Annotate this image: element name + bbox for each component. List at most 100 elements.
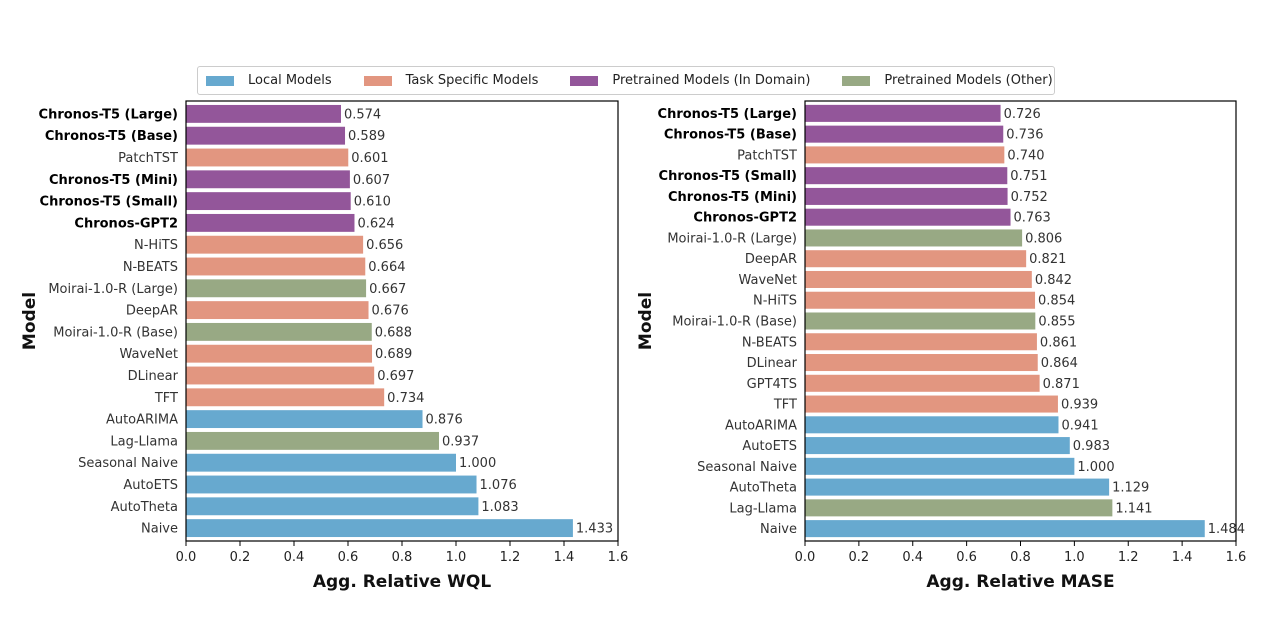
x-axis-label: Agg. Relative MASE <box>926 572 1114 592</box>
value-label: 0.854 <box>1038 294 1075 309</box>
category-label: Chronos-T5 (Mini) <box>49 173 178 188</box>
category-label: WaveNet <box>739 273 798 288</box>
category-label: Seasonal Naive <box>78 456 178 471</box>
value-label: 0.842 <box>1035 273 1072 288</box>
bar <box>805 104 1001 122</box>
x-tick-label: 1.4 <box>554 550 575 565</box>
x-tick-label: 1.2 <box>1118 550 1139 565</box>
bar <box>186 170 350 189</box>
category-label: AutoARIMA <box>725 418 797 433</box>
x-tick-label: 0.2 <box>849 550 870 565</box>
category-label: DLinear <box>747 356 798 371</box>
category-label: Naive <box>141 522 178 537</box>
bar <box>186 366 375 385</box>
x-tick-label: 0.0 <box>795 550 816 565</box>
bar <box>186 519 573 538</box>
y-axis-label: Model <box>20 292 40 350</box>
value-label: 0.726 <box>1004 107 1041 122</box>
category-label: Naive <box>760 522 797 537</box>
category-label: Chronos-T5 (Mini) <box>668 190 797 205</box>
legend-item-pretrained-in-domain: Pretrained Models (In Domain) <box>570 73 810 88</box>
bar <box>805 229 1023 247</box>
legend-item-task-specific: Task Specific Models <box>363 73 539 88</box>
x-tick-label: 0.6 <box>338 550 359 565</box>
value-label: 0.871 <box>1043 377 1080 392</box>
category-label: Moirai-1.0-R (Base) <box>53 325 178 340</box>
legend-label-task-specific: Task Specific Models <box>405 73 539 88</box>
category-label: N-HiTS <box>753 294 797 309</box>
bar <box>805 416 1059 434</box>
x-tick-label: 1.0 <box>446 550 467 565</box>
value-label: 0.763 <box>1014 211 1051 226</box>
value-label: 0.601 <box>351 151 388 166</box>
bar <box>186 410 423 429</box>
bar <box>186 301 369 320</box>
category-label: GPT4TS <box>747 377 797 392</box>
value-label: 0.589 <box>348 129 385 144</box>
category-label: AutoARIMA <box>106 413 178 428</box>
value-label: 0.664 <box>368 260 405 275</box>
category-label: Moirai-1.0-R (Large) <box>667 231 797 246</box>
bar <box>805 395 1058 413</box>
value-label: 0.624 <box>357 216 394 231</box>
value-label: 0.806 <box>1025 231 1062 246</box>
value-label: 0.667 <box>369 282 406 297</box>
legend-swatch-pretrained-other <box>842 75 871 86</box>
bar <box>186 453 456 472</box>
category-label: AutoTheta <box>111 500 178 515</box>
category-label: Moirai-1.0-R (Large) <box>48 282 178 297</box>
x-tick-label: 0.0 <box>176 550 197 565</box>
value-label: 0.676 <box>372 304 409 319</box>
legend-swatch-local <box>206 75 234 86</box>
value-label: 1.076 <box>480 478 517 493</box>
bar <box>805 250 1027 268</box>
bar <box>186 213 355 232</box>
value-label: 0.736 <box>1006 128 1043 143</box>
bar <box>186 322 372 341</box>
legend-item-local: Local Models <box>206 73 332 88</box>
category-label: Chronos-T5 (Large) <box>39 107 178 122</box>
value-label: 0.751 <box>1010 169 1047 184</box>
value-label: 1.129 <box>1112 481 1149 496</box>
legend-swatch-task-specific <box>363 75 392 86</box>
bar <box>186 235 364 254</box>
x-tick-label: 0.6 <box>956 550 977 565</box>
x-tick-label: 1.4 <box>1172 550 1193 565</box>
value-label: 0.983 <box>1073 439 1110 454</box>
value-label: 0.752 <box>1011 190 1048 205</box>
category-label: Chronos-GPT2 <box>74 216 178 231</box>
category-label: DLinear <box>128 369 179 384</box>
value-label: 0.821 <box>1029 252 1066 267</box>
legend-label-pretrained-in-domain: Pretrained Models (In Domain) <box>612 73 811 88</box>
legend-item-pretrained-other: Pretrained Models (Other) <box>842 73 1053 88</box>
plot-frame <box>185 100 619 542</box>
bar <box>186 388 385 407</box>
value-label: 0.697 <box>377 369 414 384</box>
category-label: Chronos-T5 (Base) <box>45 129 178 144</box>
legend-swatch-pretrained-in-domain <box>570 75 599 86</box>
bar <box>805 187 1008 205</box>
value-label: 1.433 <box>576 522 613 537</box>
bar <box>805 146 1005 164</box>
x-tick-label: 0.4 <box>902 550 923 565</box>
value-label: 1.083 <box>481 500 518 515</box>
value-label: 1.484 <box>1208 522 1245 537</box>
value-label: 0.734 <box>387 391 424 406</box>
bar <box>805 167 1008 185</box>
bar <box>186 104 341 123</box>
x-tick-label: 0.8 <box>392 550 413 565</box>
bar <box>805 333 1037 351</box>
category-label: TFT <box>773 398 797 413</box>
value-label: 0.689 <box>375 347 412 362</box>
x-tick-label: 1.0 <box>1064 550 1085 565</box>
bar <box>186 257 366 276</box>
value-label: 1.000 <box>1077 460 1114 475</box>
x-tick-label: 0.4 <box>284 550 305 565</box>
value-label: 0.740 <box>1007 148 1044 163</box>
chart-legend: Local Models Task Specific Models Pretra… <box>197 66 1055 95</box>
value-label: 0.574 <box>344 107 381 122</box>
bar <box>805 499 1113 517</box>
value-label: 0.610 <box>354 195 391 210</box>
bar <box>805 312 1036 330</box>
